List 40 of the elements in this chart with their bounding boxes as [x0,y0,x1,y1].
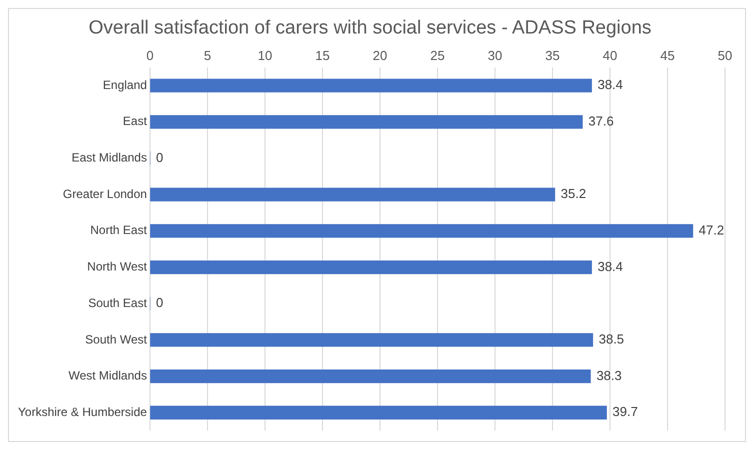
x-tick-label: 0 [146,48,154,64]
data-label: 38.5 [598,332,624,347]
x-tick-label: 15 [315,48,330,64]
y-tick-label: South West [85,332,148,346]
data-label: 38.4 [598,258,623,274]
data-label: 37.6 [588,113,614,128]
y-tick-label: Yorkshire & Humberside [18,404,148,419]
x-tick-label: 40 [602,48,618,64]
bar [150,369,591,384]
x-tick-label: 10 [258,48,272,64]
bar [150,260,592,274]
x-tick-label: 30 [488,48,502,64]
x-tick-label: 5 [204,48,212,64]
x-tick-label: 35 [545,48,560,64]
y-tick-label: England [102,78,147,92]
y-tick-label: Greater London [62,186,147,201]
y-tick-label: East [122,114,148,128]
data-label: 0 [156,295,164,310]
data-label: 39.7 [612,404,638,420]
y-tick-label: North East [90,223,148,238]
bar [150,333,594,347]
bar [150,406,607,420]
bar [150,188,556,202]
x-tick-label: 25 [430,48,445,64]
bar [150,224,694,238]
bar [150,78,592,92]
x-tick-label: 45 [660,48,675,64]
bar [150,115,583,129]
data-label: 47.2 [698,222,724,238]
y-tick-label: South East [88,296,148,310]
y-tick-label: East Midlands [72,150,147,165]
chart-title: Overall satisfaction of carers with social services - ADASS Regions [88,18,652,39]
data-label: 38.3 [596,368,622,383]
data-label: 38.4 [598,77,623,92]
data-label: 0 [156,150,164,165]
y-tick-label: West Midlands [68,368,147,383]
data-label: 35.2 [560,186,586,202]
x-tick-label: 20 [372,48,388,64]
y-tick-label: North West [87,260,148,274]
x-tick-label: 50 [718,48,732,64]
